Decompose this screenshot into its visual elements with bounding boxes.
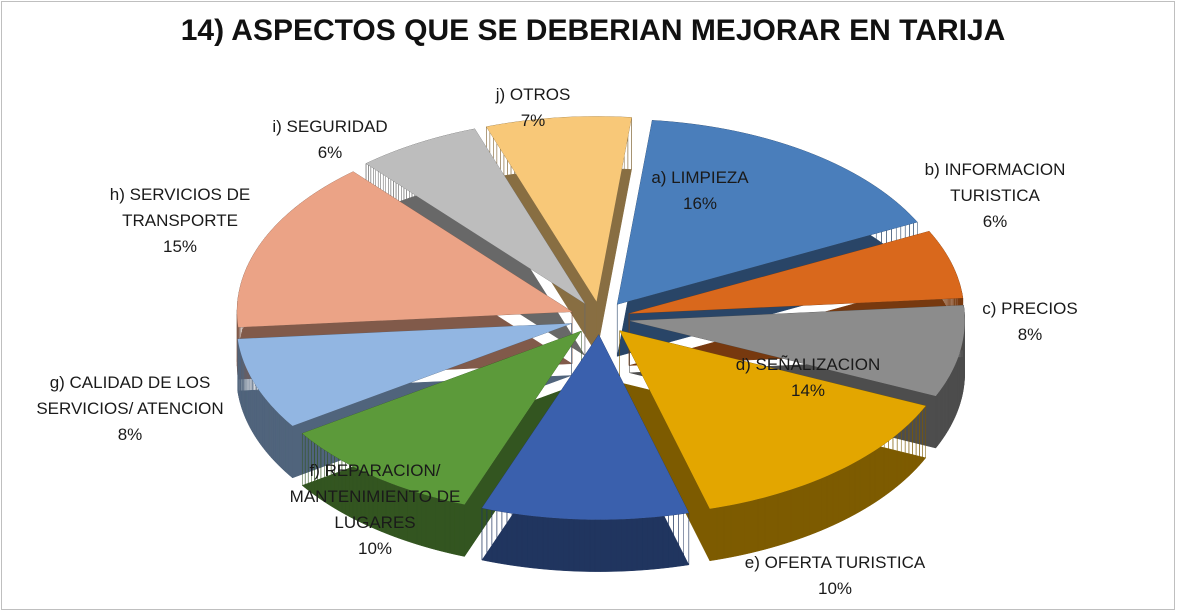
value-label: 7%: [520, 111, 546, 130]
data-label: a) LIMPIEZA 16%: [620, 165, 780, 217]
data-label: d) SEÑALIZACION 14%: [698, 352, 918, 404]
value-label: 10%: [817, 579, 853, 598]
data-label: e) OFERTA TURISTICA 10%: [715, 550, 955, 602]
slice: [237, 323, 572, 426]
data-label: i) SEGURIDAD 6%: [230, 114, 430, 166]
slice: [481, 334, 689, 520]
slice: [302, 331, 582, 505]
value-label: 8%: [1017, 325, 1043, 344]
data-label: f) REPARACION/ MANTENIMIENTO DE LUGARES 1…: [260, 458, 490, 562]
category-label: c) PRECIOS: [982, 299, 1078, 318]
value-label: 6%: [982, 212, 1008, 231]
value-label: 16%: [682, 194, 718, 213]
category-label: f) REPARACION/ MANTENIMIENTO DE LUGARES: [289, 461, 461, 532]
category-label: b) INFORMACION TURISTICA: [924, 160, 1066, 205]
value-label: 6%: [317, 143, 343, 162]
slice: [617, 120, 918, 305]
value-label: 14%: [790, 381, 826, 400]
slice: [237, 171, 573, 328]
value-label: 8%: [117, 425, 143, 444]
data-label: c) PRECIOS 8%: [950, 296, 1110, 348]
category-label: j) OTROS: [495, 85, 571, 104]
data-label: b) INFORMACION TURISTICA 6%: [895, 157, 1095, 235]
category-label: g) CALIDAD DE LOS SERVICIOS/ ATENCION: [36, 373, 224, 418]
category-label: i) SEGURIDAD: [272, 117, 388, 136]
slice: [619, 330, 926, 509]
category-label: e) OFERTA TURISTICA: [744, 553, 926, 572]
category-label: a) LIMPIEZA: [651, 168, 749, 187]
value-label: 10%: [357, 539, 393, 558]
chart-title: 14) ASPECTOS QUE SE DEBERIAN MEJORAR EN …: [180, 14, 1006, 47]
slice: [486, 116, 632, 302]
slice: [366, 128, 585, 304]
category-label: d) SEÑALIZACION: [735, 355, 881, 374]
data-label: j) OTROS 7%: [453, 82, 613, 134]
slice: [629, 231, 963, 314]
data-label: g) CALIDAD DE LOS SERVICIOS/ ATENCION 8%: [0, 370, 260, 448]
value-label: 15%: [162, 237, 198, 256]
data-label: h) SERVICIOS DE TRANSPORTE 15%: [70, 182, 290, 260]
slice: [629, 305, 965, 397]
category-label: h) SERVICIOS DE TRANSPORTE: [109, 185, 251, 230]
